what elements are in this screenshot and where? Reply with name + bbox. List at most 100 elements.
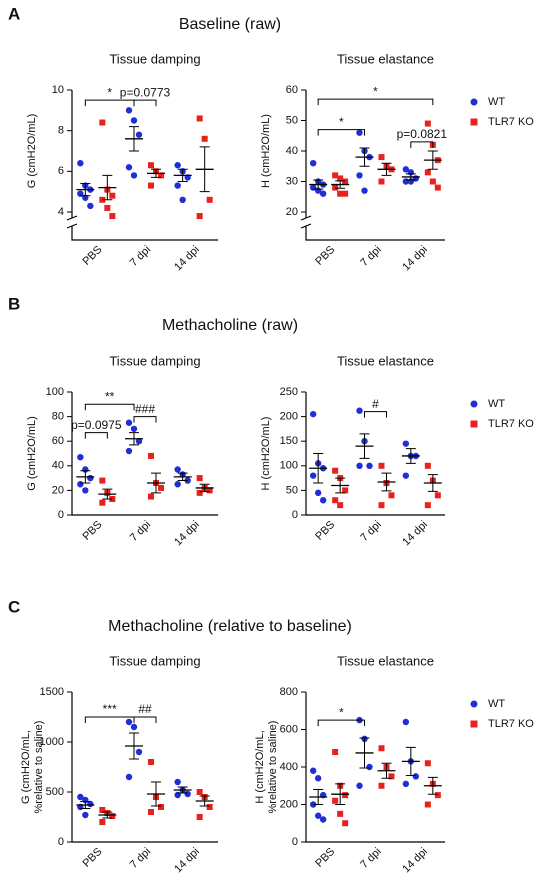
legend-label: TLR7 KO bbox=[488, 418, 534, 430]
x-tick-label: 7 dpi bbox=[358, 846, 383, 871]
data-point bbox=[366, 763, 373, 771]
data-point bbox=[309, 801, 317, 808]
error-bar bbox=[151, 781, 161, 807]
y-tick-label: 150 bbox=[280, 435, 298, 447]
data-point bbox=[77, 793, 84, 801]
data-point bbox=[77, 481, 84, 488]
data-point bbox=[434, 792, 441, 799]
data-point bbox=[388, 773, 395, 780]
axis-break bbox=[66, 215, 78, 229]
significance-label: p=0.0773 bbox=[120, 85, 171, 99]
data-point bbox=[109, 213, 116, 220]
y-tick-label: 40 bbox=[286, 145, 298, 157]
y-axis bbox=[305, 90, 445, 241]
y-axis-label-line: H (cmH2O/mL) bbox=[260, 114, 272, 188]
legend-label: TLR7 KO bbox=[488, 116, 534, 128]
legend-marker bbox=[470, 700, 478, 708]
data-point bbox=[309, 767, 317, 774]
data-point bbox=[148, 162, 154, 169]
data-point bbox=[412, 773, 420, 780]
data-point bbox=[402, 166, 410, 173]
error-bar bbox=[129, 732, 139, 760]
error-bar bbox=[359, 433, 370, 459]
y-tick-label: 0 bbox=[292, 836, 298, 848]
error-bar bbox=[199, 795, 210, 807]
x-tick-label: PBS bbox=[313, 244, 337, 268]
y-axis-label: H (cmH2O/mL) bbox=[260, 417, 272, 491]
y-axis-label-line: H (cmH2O/mL) bbox=[260, 417, 272, 491]
error-bar bbox=[102, 174, 113, 201]
data-point bbox=[332, 797, 339, 804]
x-tick-label: 14 dpi bbox=[400, 846, 430, 876]
y-axis-label: H (cmH2O/mL,%relative to saline) bbox=[254, 721, 279, 814]
x-tick-label: 7 dpi bbox=[358, 519, 383, 544]
error-bar bbox=[405, 448, 416, 464]
significance-bracket bbox=[317, 719, 365, 727]
error-bar bbox=[335, 180, 346, 189]
data-point bbox=[99, 807, 106, 813]
data-point bbox=[196, 789, 203, 795]
error-bar bbox=[177, 472, 188, 482]
data-point bbox=[104, 204, 111, 211]
data-point bbox=[125, 164, 133, 171]
x-tick-label: 14 dpi bbox=[172, 244, 202, 274]
axis-break bbox=[300, 215, 312, 229]
data-point bbox=[424, 502, 431, 509]
data-point bbox=[309, 472, 317, 479]
y-tick-label: 50 bbox=[286, 114, 298, 126]
y-tick-label: 60 bbox=[286, 84, 298, 96]
data-point bbox=[332, 467, 339, 474]
error-bar bbox=[381, 162, 392, 176]
data-point bbox=[196, 814, 203, 820]
y-axis-label-line: G (cmH2O/mL) bbox=[26, 416, 38, 491]
data-point bbox=[356, 407, 363, 414]
significance-label: ## bbox=[138, 702, 152, 716]
error-bar bbox=[381, 762, 392, 779]
data-point bbox=[125, 107, 133, 114]
error-bar bbox=[102, 488, 113, 500]
y-tick-label: 0 bbox=[58, 836, 64, 848]
error-bar bbox=[80, 470, 91, 484]
y-tick-label: 0 bbox=[292, 509, 298, 521]
x-tick-label: PBS bbox=[313, 846, 337, 870]
y-axis bbox=[71, 90, 218, 241]
x-tick-label: PBS bbox=[80, 519, 104, 543]
significance-label: * bbox=[373, 84, 378, 98]
data-point bbox=[125, 447, 133, 455]
error-bar bbox=[151, 472, 161, 494]
y-tick-label: 60 bbox=[52, 435, 64, 447]
data-point bbox=[424, 462, 431, 469]
chart-title: Tissue damping bbox=[109, 353, 200, 368]
data-point bbox=[388, 492, 395, 499]
x-tick-label: 14 dpi bbox=[400, 519, 430, 549]
data-point bbox=[402, 440, 410, 447]
significance-label: * bbox=[339, 115, 344, 129]
y-axis-label-line: H (cmH2O/mL, bbox=[254, 730, 266, 803]
y-tick-label: 100 bbox=[46, 386, 64, 398]
data-point bbox=[174, 778, 181, 786]
error-bar bbox=[129, 432, 139, 446]
chart-title: Tissue elastance bbox=[337, 653, 434, 668]
x-tick-label: 14 dpi bbox=[400, 244, 430, 274]
x-tick-label: PBS bbox=[80, 244, 104, 268]
data-point bbox=[314, 812, 322, 819]
y-tick-label: 6 bbox=[58, 165, 64, 177]
error-bar bbox=[335, 783, 346, 805]
data-point bbox=[337, 810, 344, 817]
chart-title: Tissue damping bbox=[109, 653, 200, 668]
error-bar bbox=[427, 150, 438, 170]
data-point bbox=[332, 184, 339, 191]
y-tick-label: 30 bbox=[286, 175, 298, 187]
data-point bbox=[378, 745, 385, 752]
y-axis-label: G (cmH2O/mL) bbox=[26, 416, 38, 491]
data-point bbox=[206, 487, 213, 494]
data-point bbox=[206, 196, 213, 203]
x-tick-label: 14 dpi bbox=[172, 519, 202, 549]
y-axis-label-line: %relative to saline) bbox=[33, 721, 45, 814]
data-point bbox=[109, 813, 116, 819]
data-point bbox=[174, 481, 181, 488]
x-tick-label: 14 dpi bbox=[172, 846, 202, 876]
significance-bracket bbox=[133, 416, 157, 423]
significance-label: p=0.0975 bbox=[71, 418, 122, 432]
x-tick-label: 7 dpi bbox=[128, 846, 153, 871]
